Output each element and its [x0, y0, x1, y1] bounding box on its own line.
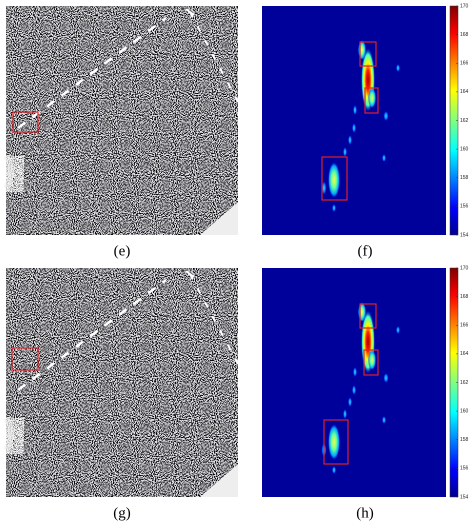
highlight-box [364, 87, 379, 114]
colorbar-tick-label: 158 [460, 175, 469, 181]
colorbar-tick-label: 154 [460, 494, 469, 500]
colorbar-tick-label: 162 [460, 118, 469, 124]
colorbar-tick-label: 164 [460, 351, 469, 357]
colorbar-tick-label: 166 [460, 61, 469, 67]
panel-label: (e) [114, 243, 131, 259]
colorbar: 154 156 158 160 162 164 166 168 170 [449, 265, 469, 500]
heatmap [262, 268, 446, 497]
colorbar-tick-label: 162 [460, 380, 469, 386]
panel-h: 154 156 158 160 162 164 166 168 170 (h) [262, 265, 469, 521]
highlight-box [359, 41, 377, 67]
highlight-box [321, 156, 348, 201]
colorbar-tick-label: 160 [460, 408, 469, 414]
panel-label: (h) [356, 505, 374, 521]
highlight-box [323, 419, 349, 465]
panel-e: (e) [6, 6, 238, 259]
colorbar-tick-label: 170 [460, 265, 469, 271]
colorbar-tick-label: 168 [460, 294, 469, 300]
panel-label: (g) [113, 505, 131, 521]
colorbar: 154 156 158 160 162 164 166 168 170 [449, 3, 469, 238]
sar-image [6, 268, 238, 497]
colorbar-tick-label: 154 [460, 232, 469, 238]
panel-label: (f) [358, 243, 373, 259]
colorbar-tick-label: 170 [460, 3, 469, 9]
colorbar-tick-label: 158 [460, 437, 469, 443]
colorbar-tick-label: 168 [460, 32, 469, 38]
colorbar-tick-label: 164 [460, 89, 469, 95]
highlight-box [359, 303, 377, 329]
colorbar-tick-label: 160 [460, 146, 469, 152]
colorbar-tick-label: 166 [460, 323, 469, 329]
highlight-box [11, 347, 39, 371]
highlight-box [12, 111, 39, 133]
sar-image [6, 6, 238, 235]
panel-g: (g) [6, 268, 238, 521]
colorbar-tick-label: 156 [460, 204, 469, 210]
highlight-box [363, 349, 379, 376]
panel-f: 154 156 158 160 162 164 166 168 170 (f) [262, 3, 469, 259]
colorbar-tick-label: 156 [460, 466, 469, 472]
heatmap [262, 6, 446, 235]
